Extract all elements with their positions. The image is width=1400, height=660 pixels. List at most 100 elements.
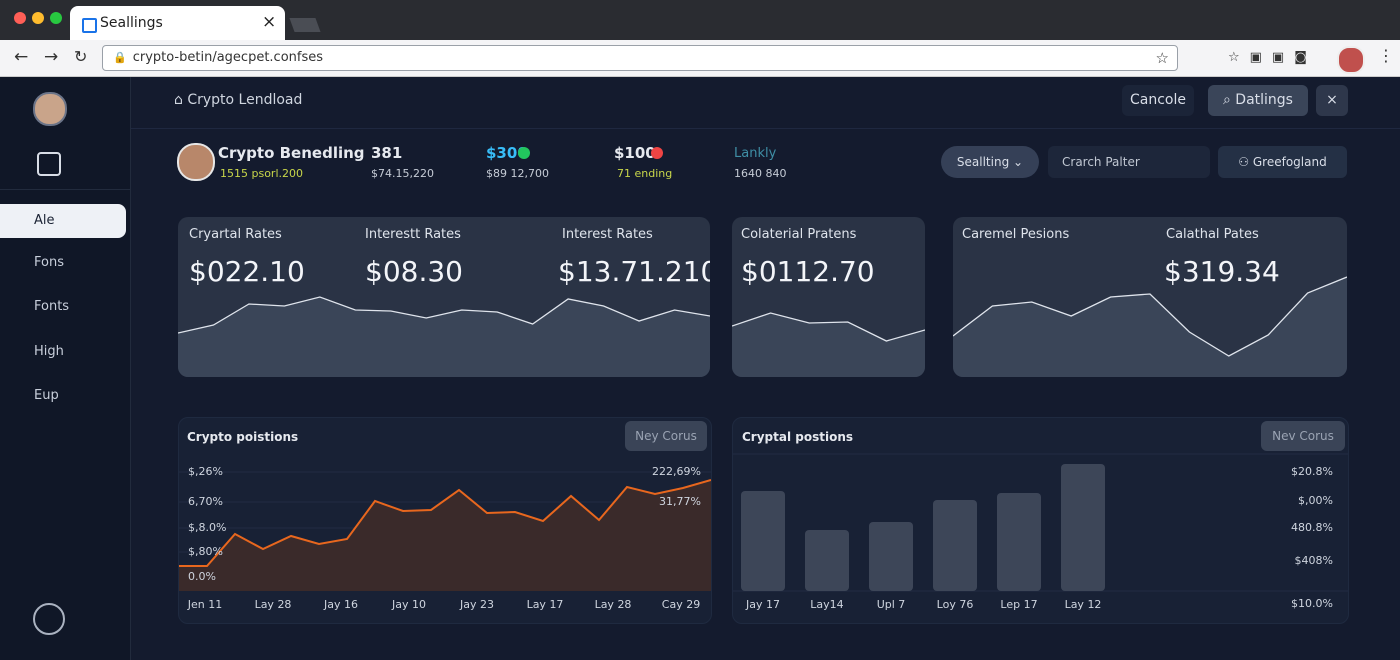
stat-badge: [518, 147, 530, 159]
star[interactable]: ☆: [1155, 49, 1169, 67]
x-label: Lay 12: [1065, 598, 1102, 611]
y-label: $,26%: [188, 465, 223, 478]
metric-value: $08.30: [365, 255, 463, 288]
tab[interactable]: Seallings ×: [70, 6, 285, 40]
metric-value: $0112.70: [741, 255, 875, 288]
extensions[interactable]: ☆▣▣◙: [1228, 50, 1317, 65]
panel-button[interactable]: Ney Corus: [625, 421, 707, 451]
lock: 🔒: [113, 51, 127, 64]
y-label: 0.0%: [188, 570, 216, 583]
back[interactable]: ←: [14, 47, 29, 67]
sparkline: [178, 296, 710, 334]
stat-sub: $89 12,700: [486, 167, 549, 180]
y-label: $408%: [1295, 554, 1333, 567]
y-label: $,8.0%: [188, 521, 226, 534]
close-dot[interactable]: [14, 12, 26, 24]
metric-card: Cryartal Rates $022.10 Interestt Rates $…: [178, 217, 710, 377]
max-dot[interactable]: [50, 12, 62, 24]
x-label: Cay 29: [662, 598, 700, 611]
panel-title: Crypto poistions: [187, 430, 299, 444]
sparkline-chart: [732, 312, 925, 377]
bar: [741, 491, 785, 591]
new-tab[interactable]: [289, 18, 321, 32]
panel-title: Cryptal postions: [742, 430, 854, 444]
x-label: Jay 23: [459, 598, 494, 611]
y-label: $,80%: [188, 545, 223, 558]
profile-sub: 1515 psorl.200: [220, 167, 304, 180]
x-label: Lep 17: [1000, 598, 1037, 611]
profile-avatar[interactable]: [1337, 46, 1365, 74]
url-field[interactable]: 🔒 crypto-betin/agecpet.confses ☆: [102, 45, 1178, 71]
bar: [869, 522, 913, 591]
tab-close[interactable]: ×: [262, 12, 277, 32]
nav-item[interactable]: High: [0, 335, 126, 369]
bar: [933, 500, 977, 591]
stat-sub: 71 ending: [617, 167, 673, 180]
app-icon[interactable]: [37, 152, 61, 176]
metric-label: Cryartal Rates: [189, 227, 282, 242]
x-label: Jay 10: [391, 598, 426, 611]
metric-value: $022.10: [189, 255, 305, 288]
nav-label: Ale: [34, 213, 55, 228]
y-label: 31,77%: [659, 495, 701, 508]
nav-label: Fons: [34, 255, 64, 270]
min-dot[interactable]: [32, 12, 44, 24]
x-label: Loy 76: [937, 598, 974, 611]
metric-label: Calathal Pates: [1166, 227, 1259, 242]
stat-value: 381: [371, 144, 403, 162]
stat-value: $300: [486, 144, 528, 162]
metric-value: $13.71.210: [558, 255, 710, 288]
sparkline: [732, 312, 925, 342]
metric-card: Caremel Pesions Calathal Pates $319.34: [953, 217, 1347, 377]
nav-label: High: [34, 344, 64, 359]
dropdown[interactable]: Seallting ⌄: [941, 146, 1039, 178]
chart-panel: Jay 17 Lay14 Upl 7 Loy 76 Lep 17 Lay 12 $20.8%…: [732, 417, 1349, 624]
x-label: Lay 28: [595, 598, 632, 611]
settings-button[interactable]: ⌕ Datlings: [1208, 85, 1308, 116]
menu[interactable]: ⋮: [1378, 46, 1394, 65]
metric-label: Colaterial Pratens: [741, 227, 857, 242]
tab-icon: [82, 18, 97, 33]
metric-label: Caremel Pesions: [962, 227, 1070, 242]
page-title-text: Crypto Lendload: [187, 92, 303, 108]
divider: [131, 128, 1400, 129]
sparkline: [953, 276, 1347, 357]
nav-item[interactable]: Eup: [0, 379, 126, 413]
x-label: Jen 11: [187, 598, 222, 611]
bar: [1061, 464, 1105, 591]
y-label: $10.0%: [1291, 597, 1333, 610]
user-avatar[interactable]: [33, 92, 67, 126]
metric-value: $319.34: [1164, 255, 1280, 288]
reload[interactable]: ↻: [74, 47, 88, 66]
y-label: 222,69%: [652, 465, 701, 478]
chart-panel: $,26% 6,70% $,8.0% $,80% 0.0% 222,69% 31,77% Je…: [178, 417, 712, 624]
address-bar: ← → ↻ 🔒 crypto-betin/agecpet.confses ☆ ☆▣…: [0, 40, 1400, 77]
close-button[interactable]: ×: [1316, 85, 1348, 116]
y-label: 6,70%: [188, 495, 223, 508]
stat-badge: [651, 147, 663, 159]
search-input[interactable]: Crarch Palter: [1048, 146, 1210, 178]
sidebar: Ale Fons Fonts High Eup: [0, 77, 131, 660]
bar: [997, 493, 1041, 591]
nav-label: Fonts: [34, 299, 70, 314]
nav-item[interactable]: Fonts: [0, 290, 126, 324]
x-label: Jay 16: [323, 598, 358, 611]
action-label: Greefogland: [1252, 155, 1327, 169]
stat-sub: $74.15,220: [371, 167, 434, 180]
sparkline-area: [732, 313, 925, 377]
action-button[interactable]: ⚇ Greefogland: [1218, 146, 1347, 178]
help-icon[interactable]: [33, 603, 65, 635]
nav-item[interactable]: Ale: [0, 204, 126, 238]
sparkline-area: [178, 297, 710, 377]
forward[interactable]: →: [44, 47, 59, 67]
nav-label: Eup: [34, 388, 59, 403]
y-label: $,00%: [1298, 494, 1333, 507]
area-line: [179, 479, 711, 567]
nav-item[interactable]: Fons: [0, 246, 126, 280]
panel-button[interactable]: Nev Corus: [1261, 421, 1345, 451]
cancel-button[interactable]: Cancole: [1122, 85, 1194, 116]
divider: [0, 189, 130, 190]
page-title: ⌂ Crypto Lendload: [174, 92, 303, 108]
area-fill: [179, 480, 711, 591]
